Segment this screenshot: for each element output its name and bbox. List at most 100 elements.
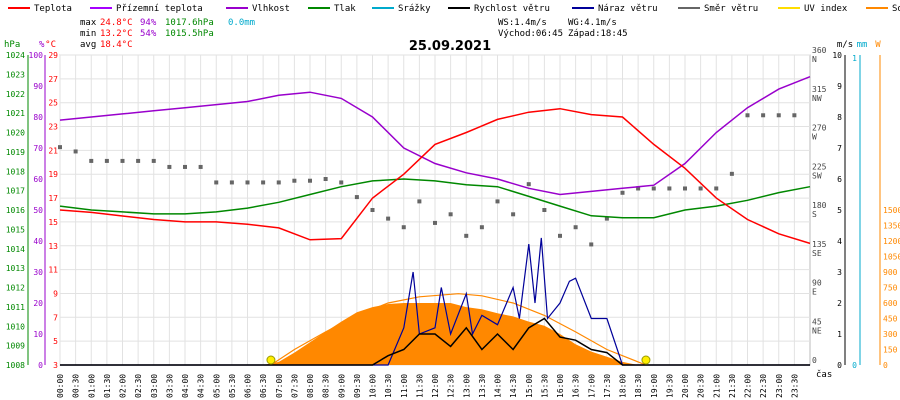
series-smer-point	[214, 180, 219, 185]
tick-x: 04:30	[197, 374, 206, 398]
series-smer-point	[370, 208, 375, 212]
tick-x: 20:30	[697, 374, 706, 398]
tick-dir: 225	[812, 162, 827, 171]
tick-x: 06:30	[259, 374, 268, 398]
tick-x: 15:00	[525, 374, 534, 398]
tick-x: 07:00	[275, 374, 284, 398]
tick-ms: 10	[832, 51, 842, 60]
tick-w: 1200	[883, 237, 900, 246]
tick-x: 13:30	[478, 374, 487, 398]
tick-w: 900	[883, 268, 898, 277]
tick-x: 03:00	[150, 374, 159, 398]
tick-ms: 2	[837, 299, 842, 308]
tick-dir-label: SW	[812, 171, 822, 180]
tick-degc: 21	[48, 146, 58, 155]
tick-hpa: 1020	[6, 129, 25, 138]
tick-x: 14:30	[509, 374, 518, 398]
series-smer-point	[183, 164, 187, 169]
tick-x: 11:00	[400, 374, 409, 398]
series-smer-point	[651, 186, 656, 191]
series-smer-point	[573, 225, 578, 230]
tick-hpa: 1008	[6, 361, 25, 370]
series-smer-point	[339, 180, 344, 185]
tick-hpa: 1021	[6, 109, 25, 118]
axis-ms-label: m/s	[837, 40, 853, 50]
tick-degc: 9	[53, 289, 58, 298]
tick-x: 09:30	[353, 374, 362, 398]
tick-degc: 27	[48, 75, 58, 84]
info-sunset: Západ:18:45	[568, 29, 628, 39]
tick-w: 1500	[883, 206, 900, 215]
tick-pct: 100	[29, 51, 44, 60]
tick-w: 450	[883, 315, 898, 324]
tick-dir: 135	[812, 240, 827, 249]
tick-x: 09:00	[337, 374, 346, 398]
tick-dir: 45	[812, 317, 822, 326]
tick-w: 1350	[883, 222, 900, 231]
tick-x: 17:00	[587, 374, 596, 398]
tick-pct: 80	[33, 113, 43, 122]
tick-x: 21:00	[712, 374, 721, 398]
legend-label-teplota: Teplota	[34, 4, 72, 14]
series-smer-point	[667, 186, 672, 191]
series-smer-point	[776, 113, 781, 118]
tick-dir-label: NE	[812, 326, 822, 335]
tick-pct: 60	[33, 175, 43, 184]
series-smer-point	[558, 233, 562, 238]
stat-max-label: max	[80, 18, 97, 28]
series-smer-point	[323, 177, 328, 181]
legend-label-smer: Směr větru	[704, 4, 758, 14]
series-smer-point	[729, 171, 734, 176]
legend-label-uv: UV index	[804, 4, 848, 14]
sunset-marker	[641, 355, 651, 365]
tick-degc: 11	[48, 266, 58, 275]
tick-dir-label: E	[812, 288, 817, 297]
legend-label-srazky: Srážky	[398, 4, 431, 14]
series-teplota-line	[59, 107, 811, 245]
tick-pct: 70	[33, 144, 43, 153]
tick-pct: 30	[33, 268, 43, 277]
tick-ms: 4	[837, 237, 842, 246]
tick-x: 05:30	[228, 374, 237, 398]
tick-ms: 8	[837, 113, 842, 122]
series-smer-point	[167, 164, 172, 169]
tick-hpa: 1014	[6, 245, 25, 254]
tick-hpa: 1015	[6, 225, 25, 234]
series-smer-point	[354, 195, 359, 200]
series-smer-point	[698, 186, 703, 191]
series-smer-point	[636, 186, 641, 191]
tick-x: 01:00	[87, 374, 96, 398]
tick-x: 16:30	[572, 374, 581, 398]
tick-x: 02:00	[119, 374, 128, 398]
stat-min-temp: 13.2°C	[100, 29, 133, 39]
series-smer-point	[745, 113, 750, 118]
tick-x: 13:00	[462, 374, 471, 398]
series-smer-point	[511, 212, 516, 217]
series-smer-point	[151, 158, 156, 163]
tick-hpa: 1010	[6, 322, 25, 331]
tick-hpa: 1019	[6, 148, 25, 157]
tick-degc: 29	[48, 51, 58, 60]
tick-w: 1050	[883, 253, 900, 262]
tick-hpa: 1022	[6, 90, 25, 99]
tick-hpa: 1009	[6, 342, 25, 351]
tick-degc: 5	[53, 337, 58, 346]
tick-w: 150	[883, 346, 898, 355]
stat-min-hum: 54%	[140, 29, 157, 39]
series-smer-point	[683, 186, 687, 191]
series-smer-point	[417, 199, 422, 204]
legend-label-naraz: Náraz větru	[598, 4, 658, 14]
series-smer-point	[73, 149, 78, 154]
stat-avg-temp: 18.4°C	[100, 40, 133, 50]
tick-hpa: 1023	[6, 70, 25, 79]
series-vlhkost-line	[59, 76, 811, 196]
series-smer-point	[276, 180, 281, 185]
tick-x: 18:30	[634, 374, 643, 398]
tick-degc: 25	[48, 99, 58, 108]
series-smer-point	[479, 225, 484, 230]
tick-degc: 23	[48, 123, 58, 132]
tick-degc: 15	[48, 218, 58, 227]
axis-hpa-label: hPa	[4, 40, 20, 50]
tick-x: 05:00	[212, 374, 221, 398]
tick-x: 23:00	[775, 374, 784, 398]
